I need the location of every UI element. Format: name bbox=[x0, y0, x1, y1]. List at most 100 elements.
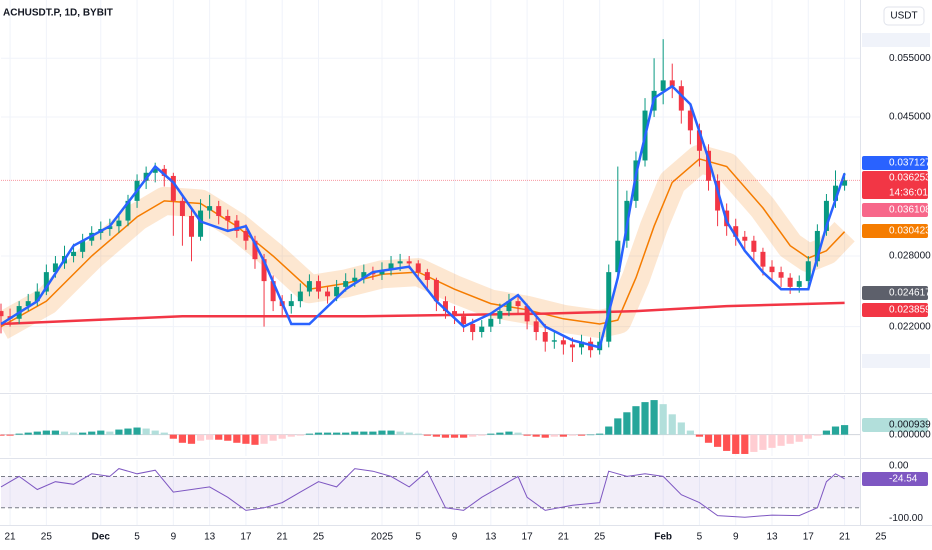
symbol-title: ACHUSDT.P, 1D, BYBIT bbox=[3, 8, 113, 19]
price-labels: 0.037127 0.036253 14:36:01 0.036108 0.030423… bbox=[862, 156, 931, 486]
macd-bar bbox=[605, 426, 613, 435]
macd-bar bbox=[586, 434, 595, 436]
value-box bbox=[862, 472, 928, 486]
candle-body bbox=[687, 110, 693, 131]
candle-body bbox=[315, 281, 321, 292]
macd-bar bbox=[24, 432, 32, 435]
candle-body bbox=[71, 251, 77, 256]
candle-body bbox=[361, 272, 367, 278]
x-tick-label: 2025 bbox=[371, 532, 394, 543]
macd-bar bbox=[786, 434, 794, 444]
candle-body bbox=[660, 80, 666, 91]
candle-body bbox=[379, 269, 385, 275]
candle-body bbox=[397, 261, 403, 264]
macd-bar bbox=[305, 433, 314, 435]
value-label: 0.023859 bbox=[889, 305, 931, 316]
candle-body bbox=[179, 200, 185, 216]
macd-bar bbox=[233, 434, 241, 443]
candle-body bbox=[751, 240, 757, 252]
macd-bar bbox=[496, 432, 504, 435]
x-tick-label: 9 bbox=[733, 532, 739, 543]
candle-body bbox=[606, 272, 612, 342]
macd-bar bbox=[732, 434, 740, 454]
macd-bar bbox=[206, 434, 214, 440]
macd-bar bbox=[278, 434, 286, 439]
y-tick-label: 0.028000 bbox=[889, 251, 931, 262]
macd-bar bbox=[342, 432, 350, 435]
value-label: -24.54 bbox=[889, 474, 918, 485]
candle-body bbox=[569, 344, 575, 348]
candle-body bbox=[823, 200, 829, 231]
macd-bar bbox=[460, 434, 468, 438]
x-tick-label: 21 bbox=[5, 532, 17, 543]
x-tick-label: 25 bbox=[875, 532, 887, 543]
candle-body bbox=[0, 311, 4, 317]
candle-body bbox=[288, 301, 294, 307]
candle-body bbox=[615, 240, 621, 273]
candle-body bbox=[461, 316, 467, 324]
macd-bar bbox=[641, 402, 649, 435]
candle-body bbox=[497, 311, 503, 319]
currency-button[interactable] bbox=[883, 6, 925, 26]
macd-bar bbox=[106, 431, 114, 435]
macd-bar bbox=[487, 433, 495, 435]
oscillator-line bbox=[0, 468, 845, 518]
macd-bar bbox=[0, 434, 5, 436]
macd-bar bbox=[750, 434, 758, 452]
macd-bar bbox=[650, 400, 658, 435]
candle-body bbox=[452, 311, 458, 317]
macd-bar bbox=[541, 434, 549, 438]
candle-body bbox=[343, 281, 349, 287]
macd-bar bbox=[333, 432, 341, 435]
macd-bar bbox=[623, 412, 631, 435]
macd-bar bbox=[677, 422, 685, 435]
x-tick-label: Dec bbox=[92, 532, 111, 543]
macd-bar bbox=[659, 404, 667, 435]
x-tick-label: 13 bbox=[204, 532, 216, 543]
candle-body bbox=[243, 230, 249, 241]
value-box bbox=[862, 171, 928, 199]
candle-body bbox=[551, 340, 557, 342]
candle-body bbox=[805, 261, 811, 282]
macd-bar bbox=[396, 431, 404, 435]
value-box bbox=[862, 203, 928, 217]
macd-bar bbox=[795, 434, 803, 442]
macd-bar bbox=[596, 433, 604, 435]
currency[interactable]: USDT bbox=[890, 11, 917, 22]
candle-body bbox=[306, 281, 312, 292]
macd-bar bbox=[323, 432, 332, 435]
macd-bar bbox=[260, 434, 268, 444]
macd-bar bbox=[514, 432, 522, 435]
macd-bar bbox=[759, 434, 767, 450]
x-tick-label: 5 bbox=[134, 532, 140, 543]
candle-body bbox=[207, 206, 213, 211]
candle-body bbox=[524, 306, 530, 322]
macd-bar bbox=[405, 432, 413, 435]
x-tick-label: 9 bbox=[171, 532, 177, 543]
candle-body bbox=[560, 340, 566, 345]
macd-bar bbox=[414, 433, 422, 435]
macd-bar bbox=[450, 434, 459, 438]
ma-line bbox=[0, 84, 846, 349]
macd-bar bbox=[51, 430, 60, 435]
macd-bar bbox=[215, 434, 223, 440]
candle-body bbox=[579, 341, 585, 348]
macd-bar bbox=[432, 434, 440, 437]
plot bbox=[0, 39, 860, 518]
x-tick-label: 9 bbox=[452, 532, 458, 543]
x-tick-label: 13 bbox=[485, 532, 497, 543]
candle-body bbox=[52, 263, 58, 273]
macd-bar bbox=[360, 431, 368, 435]
value-box bbox=[862, 156, 928, 170]
x-tick-label: 25 bbox=[594, 532, 606, 543]
candle-body bbox=[234, 220, 240, 231]
macd-bar bbox=[695, 434, 704, 437]
candle-body bbox=[715, 180, 721, 211]
candle-body bbox=[225, 215, 231, 221]
y-tick-label: 0.055000 bbox=[889, 53, 931, 64]
macd-bar bbox=[242, 434, 250, 444]
macd-bar bbox=[60, 431, 69, 435]
candle-body bbox=[116, 220, 122, 227]
candle-body bbox=[769, 266, 775, 273]
macd-bar bbox=[296, 434, 304, 436]
